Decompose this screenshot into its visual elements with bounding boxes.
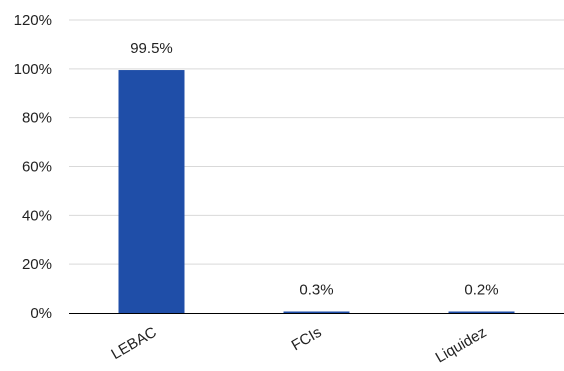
y-tick-label: 100%	[14, 61, 52, 78]
y-axis-tick-labels: 0% 20% 40% 60% 80% 100% 120%	[14, 12, 52, 322]
x-tick-label: Liquidez	[433, 324, 490, 367]
bar-fcis	[283, 311, 350, 313]
y-tick-label: 120%	[14, 12, 52, 29]
x-axis-tick-labels: LEBAC FCIs Liquidez	[108, 324, 489, 367]
x-tick-label: LEBAC	[108, 324, 159, 363]
x-tick-label: FCIs	[289, 324, 325, 355]
y-tick-label: 60%	[22, 159, 52, 176]
y-tick-label: 0%	[30, 305, 52, 322]
bar-liquidez	[448, 311, 515, 313]
y-tick-label: 40%	[22, 207, 52, 224]
y-tick-label: 20%	[22, 256, 52, 273]
data-label: 0.2%	[464, 282, 498, 299]
data-label: 99.5%	[130, 40, 173, 57]
bar-lebac	[118, 70, 185, 313]
y-tick-label: 80%	[22, 110, 52, 127]
bars	[118, 70, 515, 313]
data-label: 0.3%	[299, 282, 333, 299]
data-labels: 99.5% 0.3% 0.2%	[130, 40, 498, 298]
